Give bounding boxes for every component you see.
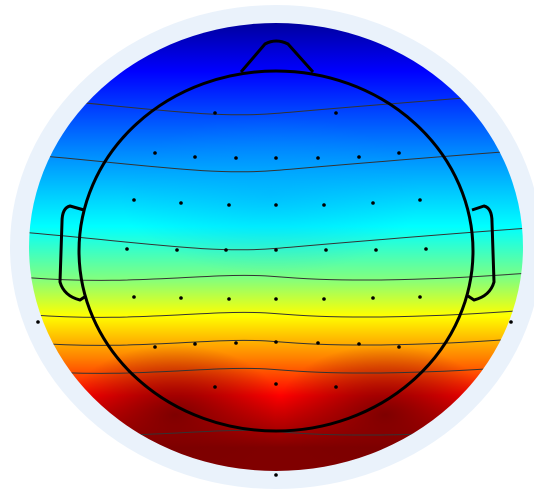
- electrode-dot: [509, 320, 513, 324]
- electrode-dot: [418, 198, 422, 202]
- electrode-dot: [234, 156, 238, 160]
- electrode-dot: [274, 382, 278, 386]
- electrode-markers: [36, 111, 513, 477]
- contour-line: [29, 365, 523, 374]
- electrode-dot: [224, 248, 228, 252]
- electrode-dot: [274, 156, 278, 160]
- electrode-dot: [213, 111, 217, 115]
- electrode-dot: [193, 155, 197, 159]
- electrode-dot: [132, 198, 136, 202]
- right-ear-icon: [467, 204, 496, 302]
- electrode-dot: [371, 201, 375, 205]
- head-circle: [77, 69, 475, 433]
- electrode-dot: [213, 385, 217, 389]
- electrode-dot: [274, 340, 278, 344]
- electrode-dot: [322, 297, 326, 301]
- electrode-dot: [132, 295, 136, 299]
- electrode-dot: [397, 151, 401, 155]
- electrode-dot: [179, 201, 183, 205]
- electrode-dot: [424, 247, 428, 251]
- head-outline: [58, 39, 496, 433]
- contour-line: [29, 92, 523, 116]
- electrode-dot: [36, 320, 40, 324]
- electrode-dot: [274, 248, 278, 252]
- electrode-dot: [153, 345, 157, 349]
- electrode-dot: [357, 155, 361, 159]
- electrode-dot: [227, 297, 231, 301]
- contour-line: [29, 272, 523, 281]
- field-cool-center: [120, 115, 420, 275]
- electrode-dot: [397, 345, 401, 349]
- electrode-dot: [374, 248, 378, 252]
- electrode-dot: [179, 296, 183, 300]
- electrode-dot: [274, 203, 278, 207]
- electrode-dot: [125, 247, 129, 251]
- electrode-dot: [324, 248, 328, 252]
- electrode-dot: [274, 297, 278, 301]
- electrode-dot: [322, 203, 326, 207]
- left-ear-icon: [58, 204, 87, 302]
- electrode-dot: [316, 156, 320, 160]
- electrode-dot: [316, 341, 320, 345]
- electrode-dot: [371, 296, 375, 300]
- electrode-dot: [193, 342, 197, 346]
- electrode-dot: [418, 295, 422, 299]
- nose-icon: [239, 39, 315, 73]
- electrode-dot: [357, 342, 361, 346]
- contour-line: [29, 309, 523, 318]
- electrode-dot: [274, 473, 278, 477]
- electrode-dot: [153, 151, 157, 155]
- electrode-dot: [175, 248, 179, 252]
- electrode-dot: [234, 341, 238, 345]
- electrode-dot: [227, 203, 231, 207]
- electrode-dot: [334, 385, 338, 389]
- electrode-dot: [334, 111, 338, 115]
- contour-line: [29, 149, 523, 173]
- topo-field: [29, 23, 523, 471]
